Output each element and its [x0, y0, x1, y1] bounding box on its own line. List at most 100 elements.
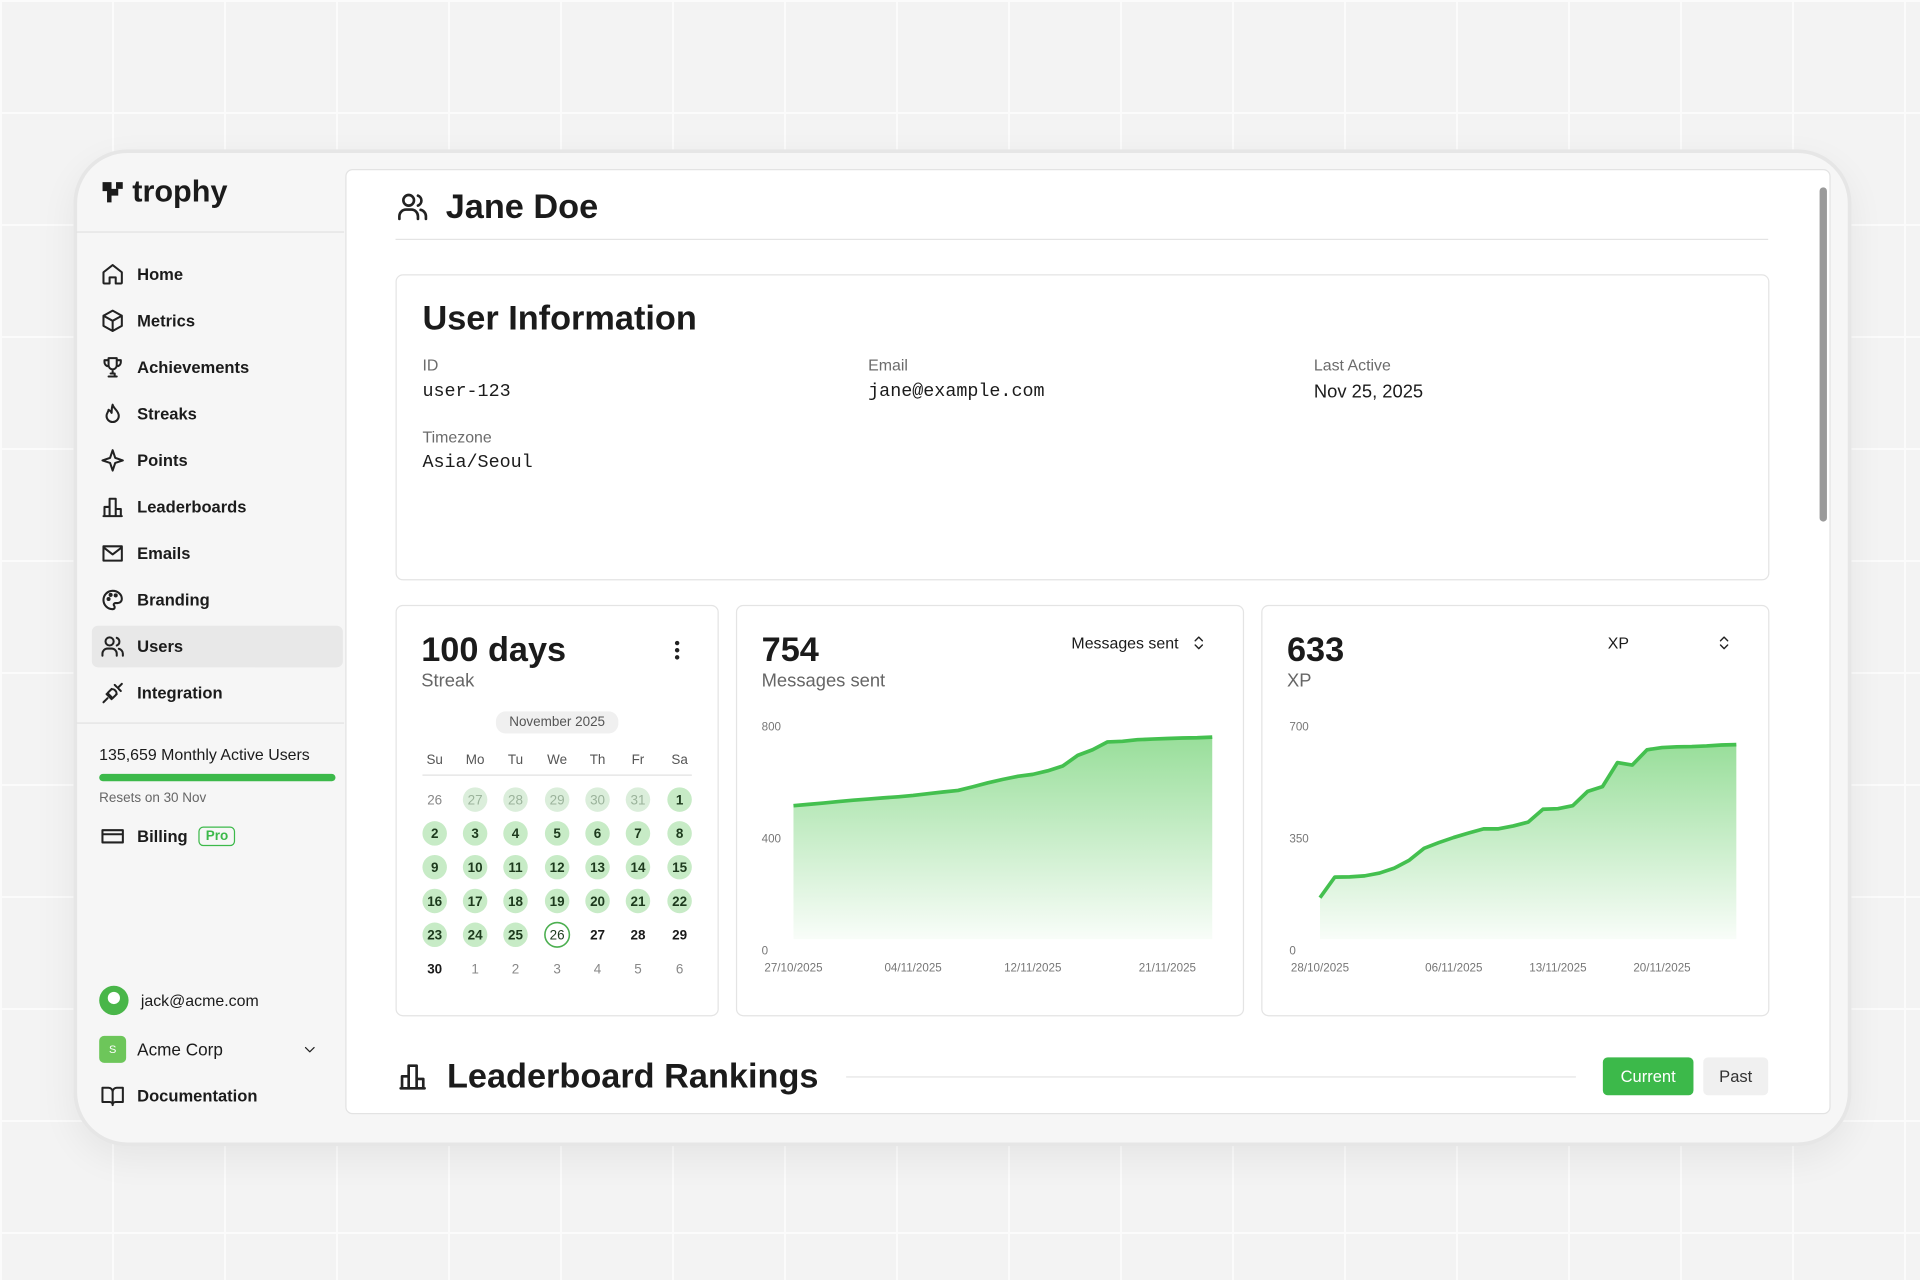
- day-marker: [625, 888, 651, 914]
- day: 22: [672, 894, 687, 909]
- day: 8: [676, 826, 684, 841]
- y-tick-label: 800: [762, 720, 782, 733]
- x-tick-label: 21/11/2025: [1139, 962, 1196, 975]
- day: 1: [676, 792, 684, 807]
- nav-icon: [102, 264, 123, 285]
- plan-badge: Pro: [198, 826, 236, 847]
- billing-link[interactable]: Billing: [137, 827, 188, 846]
- org-name[interactable]: Acme Corp: [137, 1039, 223, 1060]
- nav-item[interactable]: Users: [137, 637, 184, 656]
- scrollbar[interactable]: [1819, 187, 1827, 522]
- field-value: user-123: [422, 381, 511, 403]
- weekday: Su: [426, 752, 442, 767]
- y-tick-label: 0: [762, 945, 769, 958]
- tab-past[interactable]: Past: [1703, 1057, 1769, 1096]
- metric-value: 633: [1286, 630, 1345, 669]
- day: 19: [550, 894, 565, 909]
- nav-icon: [102, 589, 123, 611]
- avatar: [99, 985, 129, 1016]
- field-label: ID: [422, 355, 439, 375]
- page-title: Jane Doe: [445, 187, 599, 226]
- nav-item[interactable]: Streaks: [137, 404, 197, 424]
- leaderboard-icon: [399, 1064, 426, 1090]
- nav-item[interactable]: Leaderboards: [137, 497, 247, 517]
- metric-selector[interactable]: XP: [1607, 633, 1629, 653]
- tab-current[interactable]: Current: [1602, 1057, 1694, 1096]
- day-marker: [585, 854, 610, 880]
- nav-item[interactable]: Points: [137, 451, 188, 470]
- month-label: November 2025: [495, 711, 619, 734]
- x-tick-label: 12/11/2025: [1004, 962, 1061, 975]
- nav-item[interactable]: Achievements: [137, 358, 250, 377]
- y-tick-label: 700: [1289, 720, 1309, 733]
- day-marker: [544, 821, 570, 846]
- chevron[interactable]: [302, 1042, 317, 1057]
- nav-item[interactable]: Branding: [137, 590, 210, 610]
- day: 2: [431, 826, 438, 841]
- nav-icon: [102, 309, 123, 333]
- metric-selector[interactable]: Messages sent: [1071, 633, 1179, 653]
- day-marker: [667, 821, 692, 846]
- day-marker: [625, 821, 651, 846]
- day-marker: [625, 854, 651, 880]
- docs-icon: [101, 1086, 124, 1107]
- x-tick-label: 27/10/2025: [764, 962, 822, 975]
- streak-label: Streak: [421, 670, 475, 692]
- day-marker: [667, 888, 692, 914]
- account-email[interactable]: jack@acme.com: [140, 991, 259, 1010]
- y-tick-label: 350: [1289, 832, 1309, 845]
- menu-button[interactable]: [665, 638, 689, 662]
- docs-link[interactable]: Documentation: [137, 1086, 258, 1106]
- y-tick-label: 0: [1289, 945, 1296, 958]
- day-marker: [544, 854, 570, 880]
- area: [1320, 744, 1737, 940]
- day-marker: [462, 888, 488, 914]
- nav-active-bg: [91, 625, 343, 668]
- weekday: Fr: [632, 752, 645, 767]
- day: 2: [512, 961, 519, 976]
- users-icon: [398, 193, 428, 221]
- weekday: We: [547, 752, 567, 767]
- metric-label: Messages sent: [761, 670, 886, 692]
- field-label: Email: [868, 355, 908, 375]
- day: 6: [676, 961, 683, 976]
- day: 27: [590, 928, 605, 943]
- nav-item[interactable]: Home: [137, 265, 184, 284]
- day: 10: [468, 860, 483, 875]
- day: 5: [634, 961, 641, 976]
- day: 16: [427, 894, 442, 909]
- divider: [846, 1076, 1576, 1078]
- nav-item[interactable]: Metrics: [137, 311, 196, 331]
- area: [793, 737, 1213, 940]
- day-marker: [422, 888, 447, 914]
- day-marker: [503, 787, 528, 812]
- org-badge: S: [99, 1035, 127, 1063]
- line: [1318, 742, 1737, 899]
- day: 14: [630, 860, 645, 875]
- day: 18: [508, 894, 523, 909]
- nav-icon: [105, 403, 120, 424]
- nav-item[interactable]: Integration: [137, 683, 223, 703]
- day: 23: [427, 928, 442, 943]
- usage-bar: [99, 773, 336, 782]
- day: 28: [508, 792, 523, 807]
- day: 31: [630, 792, 645, 807]
- user-info-card: [395, 274, 1770, 581]
- card-title: User Information: [422, 298, 697, 337]
- day: 15: [672, 860, 687, 875]
- x-tick-label: 13/11/2025: [1529, 962, 1586, 975]
- day: 3: [471, 826, 478, 841]
- selector-chevrons[interactable]: [1716, 634, 1733, 651]
- field-value: Nov 25, 2025: [1313, 381, 1424, 403]
- weekday: Mo: [466, 752, 485, 767]
- day: 27: [468, 792, 483, 807]
- logo-icon: [102, 182, 123, 203]
- divider: [75, 231, 345, 233]
- selector-chevrons[interactable]: [1190, 634, 1207, 651]
- day-marker: [585, 821, 610, 846]
- weekday: Tu: [508, 752, 523, 767]
- day-marker: [462, 854, 488, 880]
- day: 13: [590, 860, 605, 875]
- nav-item[interactable]: Emails: [137, 544, 191, 563]
